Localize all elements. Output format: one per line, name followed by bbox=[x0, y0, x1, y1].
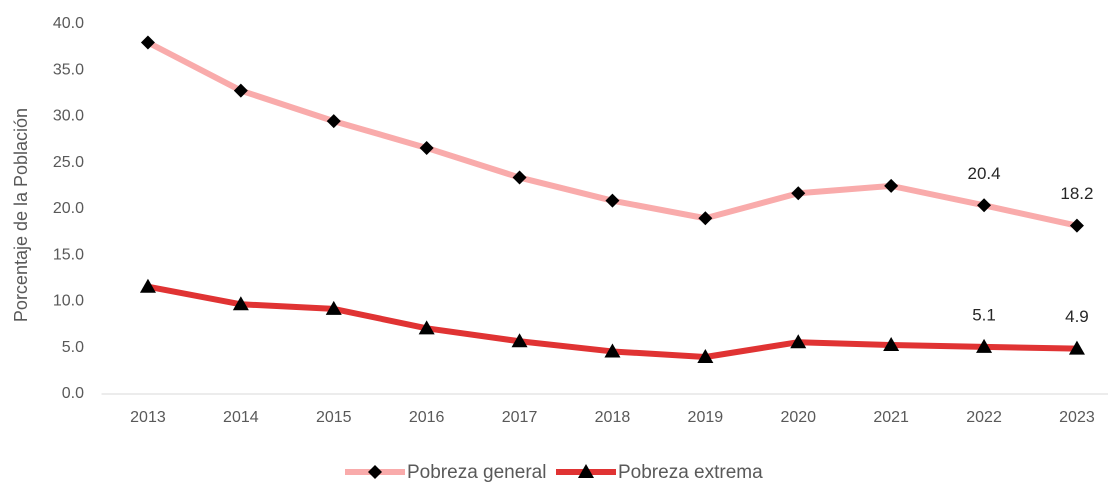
marker bbox=[232, 296, 249, 311]
marker bbox=[698, 211, 713, 226]
marker bbox=[697, 349, 714, 363]
legend-label: Pobreza general bbox=[407, 462, 546, 483]
x-tick-label: 2023 bbox=[1059, 409, 1095, 426]
legend-marker bbox=[578, 464, 594, 478]
data-label: 20.4 bbox=[968, 164, 1001, 183]
marker bbox=[140, 35, 155, 50]
marker bbox=[977, 198, 992, 213]
marker bbox=[511, 333, 528, 348]
x-tick-label: 2013 bbox=[130, 409, 166, 426]
marker bbox=[976, 338, 993, 353]
x-tick-label: 2020 bbox=[780, 409, 816, 426]
x-tick-label: 2018 bbox=[595, 409, 631, 426]
marker bbox=[604, 343, 621, 358]
x-tick-label: 2016 bbox=[409, 409, 445, 426]
y-tick-label: 40.0 bbox=[53, 15, 84, 32]
marker bbox=[512, 170, 527, 185]
y-tick-label: 20.0 bbox=[53, 200, 84, 217]
x-tick-label: 2014 bbox=[223, 409, 259, 426]
marker bbox=[325, 300, 342, 315]
x-tick-label: 2021 bbox=[873, 409, 909, 426]
marker bbox=[605, 193, 620, 208]
legend-label: Pobreza extrema bbox=[618, 462, 763, 483]
y-tick-label: 5.0 bbox=[62, 339, 84, 356]
y-tick-label: 10.0 bbox=[53, 293, 84, 310]
marker bbox=[233, 83, 248, 98]
marker bbox=[1068, 340, 1085, 355]
x-tick-label: 2015 bbox=[316, 409, 352, 426]
x-tick-label: 2017 bbox=[502, 409, 538, 426]
y-tick-label: 35.0 bbox=[53, 61, 84, 78]
y-axis-label: Porcentaje de la Población bbox=[11, 108, 31, 322]
y-tick-label: 30.0 bbox=[53, 108, 84, 125]
marker bbox=[791, 186, 806, 201]
marker bbox=[884, 178, 899, 193]
data-label: 18.2 bbox=[1060, 184, 1093, 203]
marker bbox=[139, 278, 156, 293]
y-tick-label: 0.0 bbox=[62, 385, 84, 402]
data-label: 4.9 bbox=[1065, 307, 1089, 326]
x-tick-label: 2022 bbox=[966, 409, 1002, 426]
marker bbox=[326, 114, 341, 129]
data-label: 5.1 bbox=[972, 305, 996, 324]
marker bbox=[1069, 218, 1084, 233]
marker bbox=[419, 140, 434, 155]
marker bbox=[418, 320, 435, 335]
y-tick-label: 25.0 bbox=[53, 154, 84, 171]
marker bbox=[883, 336, 900, 351]
legend-marker bbox=[368, 465, 382, 479]
marker bbox=[790, 334, 807, 349]
x-tick-label: 2019 bbox=[688, 409, 724, 426]
y-tick-label: 15.0 bbox=[53, 246, 84, 263]
